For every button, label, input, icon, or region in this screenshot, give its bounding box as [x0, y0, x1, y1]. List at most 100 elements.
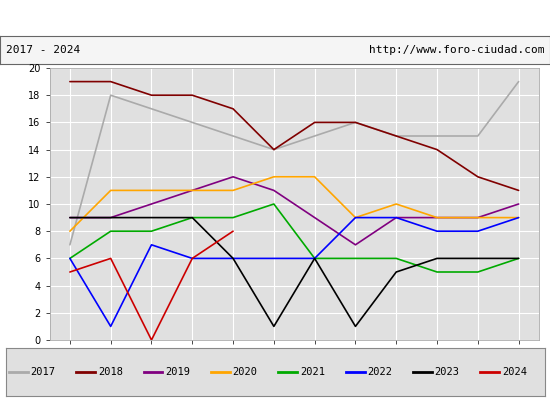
2023	[393, 270, 399, 274]
2017	[189, 120, 196, 125]
2020	[107, 188, 114, 193]
2017	[230, 134, 236, 138]
2018	[67, 79, 73, 84]
2020	[475, 215, 481, 220]
Line: 2017: 2017	[70, 82, 519, 245]
2023	[271, 324, 277, 329]
2018	[515, 188, 522, 193]
2021	[393, 256, 399, 261]
Text: 2018: 2018	[98, 367, 123, 377]
2018	[271, 147, 277, 152]
Line: 2018: 2018	[70, 82, 519, 190]
2019	[515, 202, 522, 206]
2020	[352, 215, 359, 220]
2018	[352, 120, 359, 125]
2017	[434, 134, 441, 138]
2018	[189, 93, 196, 98]
2023	[67, 215, 73, 220]
Text: 2017: 2017	[30, 367, 56, 377]
Line: 2023: 2023	[70, 218, 519, 326]
2019	[148, 202, 155, 206]
2020	[393, 202, 399, 206]
2023	[148, 215, 155, 220]
2020	[148, 188, 155, 193]
2019	[393, 215, 399, 220]
2022	[107, 324, 114, 329]
2022	[189, 256, 196, 261]
Line: 2021: 2021	[70, 204, 519, 272]
2021	[352, 256, 359, 261]
2017	[107, 93, 114, 98]
2021	[189, 215, 196, 220]
2022	[393, 215, 399, 220]
2019	[352, 242, 359, 247]
Line: 2019: 2019	[70, 177, 519, 245]
2022	[311, 256, 318, 261]
2017	[67, 242, 73, 247]
2019	[230, 174, 236, 179]
2017	[352, 120, 359, 125]
2021	[67, 256, 73, 261]
2022	[475, 229, 481, 234]
2023	[475, 256, 481, 261]
2020	[189, 188, 196, 193]
2022	[67, 256, 73, 261]
2019	[434, 215, 441, 220]
2021	[475, 270, 481, 274]
2024	[189, 256, 196, 261]
2022	[230, 256, 236, 261]
2023	[515, 256, 522, 261]
Text: 2019: 2019	[165, 367, 190, 377]
2021	[271, 202, 277, 206]
Text: 2024: 2024	[502, 367, 527, 377]
2023	[311, 256, 318, 261]
2024	[67, 270, 73, 274]
2023	[352, 324, 359, 329]
Text: 2021: 2021	[300, 367, 325, 377]
2021	[434, 270, 441, 274]
2018	[107, 79, 114, 84]
2022	[148, 242, 155, 247]
2020	[311, 174, 318, 179]
2020	[67, 229, 73, 234]
2024	[107, 256, 114, 261]
2018	[475, 174, 481, 179]
Line: 2024: 2024	[70, 231, 233, 340]
2017	[393, 134, 399, 138]
Line: 2022: 2022	[70, 218, 519, 326]
2021	[230, 215, 236, 220]
Text: http://www.foro-ciudad.com: http://www.foro-ciudad.com	[369, 45, 544, 55]
2022	[271, 256, 277, 261]
2021	[148, 229, 155, 234]
2020	[434, 215, 441, 220]
2019	[107, 215, 114, 220]
2024	[230, 229, 236, 234]
2017	[311, 134, 318, 138]
2019	[67, 215, 73, 220]
2019	[271, 188, 277, 193]
2022	[352, 215, 359, 220]
2021	[515, 256, 522, 261]
2021	[311, 256, 318, 261]
2018	[434, 147, 441, 152]
2023	[434, 256, 441, 261]
2019	[311, 215, 318, 220]
2018	[311, 120, 318, 125]
2017	[515, 79, 522, 84]
2018	[148, 93, 155, 98]
2020	[230, 188, 236, 193]
2019	[189, 188, 196, 193]
2023	[230, 256, 236, 261]
2022	[515, 215, 522, 220]
2017	[148, 106, 155, 111]
Text: 2022: 2022	[367, 367, 392, 377]
Text: 2020: 2020	[233, 367, 257, 377]
2017	[271, 147, 277, 152]
Text: 2023: 2023	[434, 367, 460, 377]
2021	[107, 229, 114, 234]
Line: 2020: 2020	[70, 177, 519, 231]
2023	[107, 215, 114, 220]
2019	[475, 215, 481, 220]
2024	[148, 338, 155, 342]
2023	[189, 215, 196, 220]
